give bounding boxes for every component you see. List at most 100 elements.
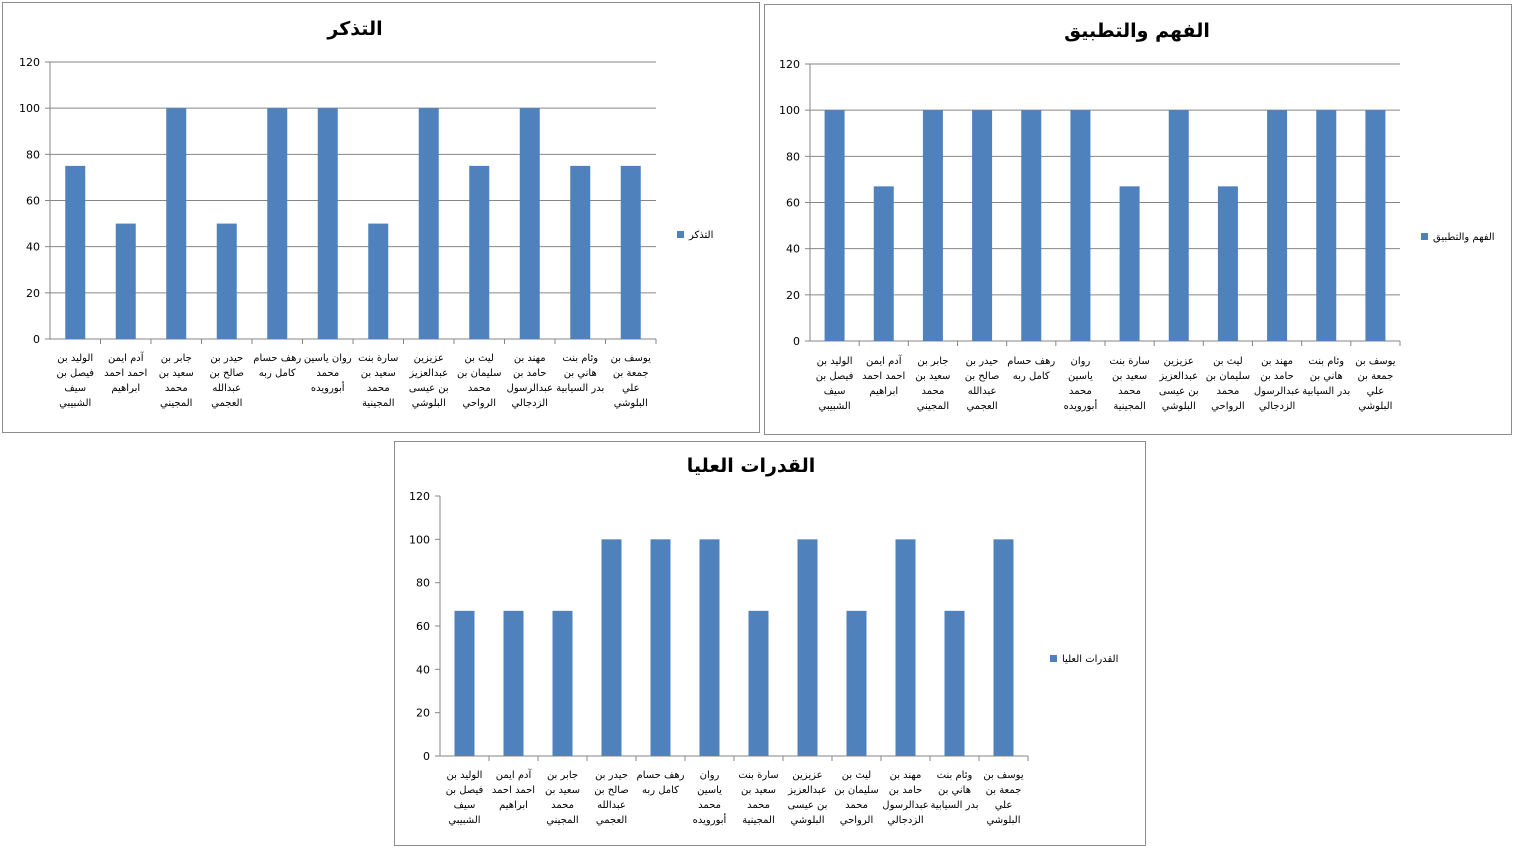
bar [895, 539, 916, 756]
bar [65, 165, 86, 339]
bar [216, 223, 237, 339]
y-tick-label: 80 [786, 150, 800, 163]
category-label: روان ياسين محمد أبورويده [693, 770, 727, 826]
bar [972, 110, 993, 342]
bar [454, 610, 475, 756]
category-label: حيدر بن صالح بن عبدالله العجمي [594, 770, 629, 826]
chart-svg-higher-abilities: القدرات العليا 0 20 40 60 80 100 120 الوليد بن في… [409, 455, 1118, 826]
category-label: يوسف بن جمعة بن علي البلوشي [983, 770, 1023, 826]
y-tick-label: 20 [26, 287, 40, 300]
bar [846, 610, 867, 756]
y-tick-label: 100 [409, 533, 430, 546]
bar [267, 108, 288, 340]
category-label: وئام بنت هاني بن بدر السيابية [930, 770, 978, 811]
bar [601, 539, 622, 756]
category-label: سارة بنت سعيد بن محمد المجينية [358, 353, 398, 409]
bar [699, 539, 720, 756]
bar [993, 539, 1014, 756]
category-label: جابر بن سعيد بن محمد المجيني [545, 770, 580, 826]
chart-svg-understanding: الفهم والتطبيق 0 20 40 60 80 100 120 الوليد بن في… [779, 20, 1495, 412]
category-label: حيدر بن صالح بن عبدالله العجمي [209, 353, 244, 409]
bar [317, 108, 338, 340]
chart-title: القدرات العليا [687, 455, 815, 477]
bar [552, 610, 573, 756]
legend-label: التذكر [688, 230, 713, 241]
category-label: عزيزين عبدالعزيز بن عيسى البلوشي [787, 770, 827, 826]
category-label: يوسف بن جمعة بن علي البلوشي [1355, 356, 1395, 412]
category-label: وئام بنت هاني بن بدر السيابية [556, 353, 604, 394]
bar [1119, 186, 1140, 341]
category-label: رهف حسام كامل ربه [637, 770, 685, 796]
category-label: ليث بن سليمان بن محمد الرواحي [834, 770, 878, 826]
y-tick-label: 60 [416, 620, 430, 633]
category-label: ليث بن سليمان بن محمد الرواحي [457, 353, 501, 409]
category-label: مهند بن حامد بن عبدالرسول الزدجالي [882, 770, 928, 826]
category-label: مهند بن حامد بن عبدالرسول الزدجالي [1254, 356, 1300, 412]
category-label: روان ياسين محمد أبورويده [1064, 356, 1098, 412]
category-label: آدم ايمن احمد احمد ابراهيم [862, 354, 905, 397]
chart-title: التذكر [326, 18, 382, 40]
y-tick-label: 120 [409, 490, 430, 503]
y-tick-label: 80 [416, 577, 430, 590]
category-label: سارة بنت سعيد بن محمد المجينية [1109, 356, 1149, 412]
y-tick-label: 40 [26, 241, 40, 254]
y-tick-label: 40 [786, 243, 800, 256]
category-label: ليث بن سليمان بن محمد الرواحي [1206, 356, 1250, 412]
bar [797, 539, 818, 756]
y-tick-label: 60 [26, 195, 40, 208]
category-label: حيدر بن صالح بن عبدالله العجمي [965, 356, 1000, 412]
y-tick-label: 20 [416, 707, 430, 720]
category-label: مهند بن حامد بن عبدالرسول الزدجالي [507, 353, 553, 409]
bar [166, 108, 187, 340]
bar [944, 610, 965, 756]
bar [922, 110, 943, 342]
chart-panel-higher-abilities: القدرات العليا 0 20 40 60 80 100 120 الوليد بن في… [394, 441, 1146, 846]
bar [368, 223, 389, 339]
category-label: روان ياسين محمد أبورويده [304, 353, 352, 394]
chart-svg-recall: التذكر 0 20 40 60 80 100 120 الوليد بن فيصل بن سيف… [19, 18, 713, 409]
category-label: آدم ايمن احمد احمد ابراهيم [492, 768, 535, 811]
legend-swatch [677, 231, 684, 238]
bar [1316, 110, 1337, 342]
bar [620, 165, 641, 339]
category-label: عزيزين عبدالعزيز بن عيسى البلوشي [1158, 356, 1198, 412]
bar [1267, 110, 1288, 342]
bar [1217, 186, 1238, 341]
bar [1070, 110, 1091, 342]
y-tick-label: 0 [33, 333, 40, 346]
chart-title: الفهم والتطبيق [1064, 20, 1210, 42]
category-label: جابر بن سعيد بن محمد المجيني [915, 356, 950, 412]
category-label: عزيزين عبدالعزيز بن عيسى البلوشي [408, 353, 448, 409]
legend-label: الفهم والتطبيق [1433, 232, 1495, 243]
category-label: الوليد بن فيصل بن سيف الشبيبي [446, 770, 484, 826]
y-tick-label: 0 [793, 335, 800, 348]
bar [873, 186, 894, 341]
y-tick-label: 80 [26, 148, 40, 161]
bar [824, 110, 845, 342]
bar [418, 108, 439, 340]
y-tick-label: 120 [19, 56, 40, 69]
bar [748, 610, 769, 756]
chart-panel-recall: التذكر 0 20 40 60 80 100 120 الوليد بن فيصل بن سيف… [2, 2, 760, 433]
category-label: آدم ايمن احمد احمد ابراهيم [104, 351, 147, 394]
legend-label: القدرات العليا [1062, 654, 1118, 665]
category-label: الوليد بن فيصل بن سيف الشبيبي [816, 356, 854, 412]
bar [650, 539, 671, 756]
y-tick-label: 120 [779, 58, 800, 71]
bar [1168, 110, 1189, 342]
category-label: رهف حسام كامل ربه [253, 353, 301, 379]
category-label: جابر بن سعيد بن محمد المجيني [159, 353, 194, 409]
category-label: يوسف بن جمعة بن علي البلوشي [611, 353, 651, 409]
legend-swatch [1050, 655, 1057, 662]
y-tick-label: 100 [19, 102, 40, 115]
bar [503, 610, 524, 756]
category-label: سارة بنت سعيد بن محمد المجينية [738, 770, 778, 826]
bar [1021, 110, 1042, 342]
category-label: وئام بنت هاني بن بدر السيابية [1302, 356, 1350, 397]
legend-swatch [1421, 233, 1428, 240]
y-tick-label: 20 [786, 289, 800, 302]
y-tick-label: 60 [786, 197, 800, 210]
category-label: الوليد بن فيصل بن سيف الشبيبي [56, 353, 94, 409]
category-label: رهف حسام كامل ربه [1007, 356, 1055, 382]
y-tick-label: 100 [779, 104, 800, 117]
